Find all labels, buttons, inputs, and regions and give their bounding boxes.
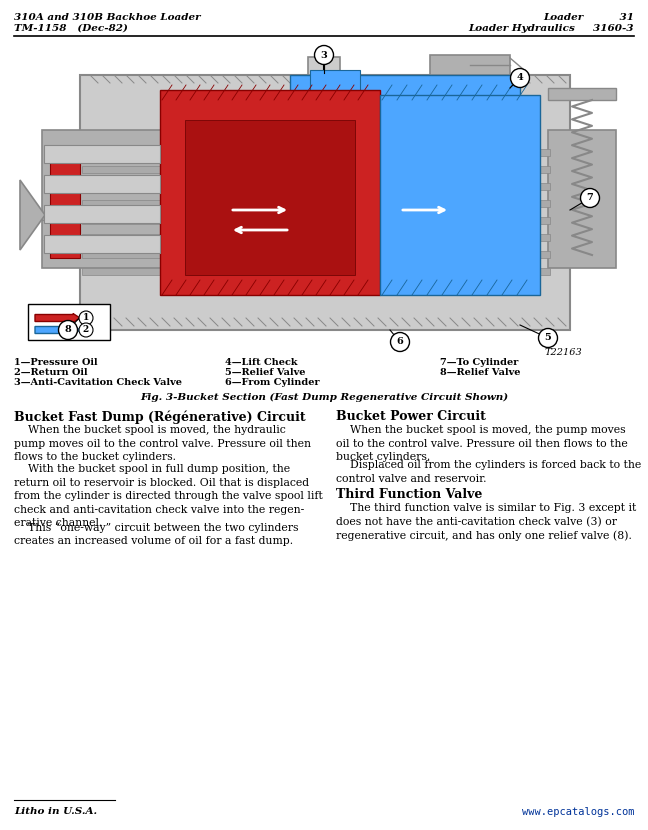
Bar — [44, 145, 160, 163]
Bar — [548, 88, 616, 100]
Text: The third function valve is similar to Fig. 3 except it
does not have the anti-c: The third function valve is similar to F… — [336, 503, 636, 541]
Text: 2: 2 — [83, 325, 89, 334]
Bar — [490, 166, 550, 173]
Text: When the bucket spool is moved, the pump moves
oil to the control valve. Pressur: When the bucket spool is moved, the pump… — [336, 425, 628, 462]
Bar — [50, 148, 80, 258]
Bar — [308, 57, 340, 75]
Text: 4: 4 — [516, 74, 524, 82]
Text: 7: 7 — [586, 193, 594, 203]
Text: 310A and 310B Backhoe Loader: 310A and 310B Backhoe Loader — [14, 13, 201, 22]
Circle shape — [581, 188, 599, 208]
Bar — [82, 234, 162, 241]
Bar — [160, 90, 380, 295]
Bar — [490, 234, 550, 241]
Bar — [490, 217, 550, 224]
Bar — [44, 175, 160, 193]
Text: Bucket Power Circuit: Bucket Power Circuit — [336, 410, 486, 423]
Circle shape — [58, 320, 78, 339]
Text: Loader          31: Loader 31 — [543, 13, 634, 22]
Text: Displaced oil from the cylinders is forced back to the
control valve and reservo: Displaced oil from the cylinders is forc… — [336, 460, 642, 484]
Bar — [82, 166, 162, 173]
FancyArrow shape — [35, 314, 80, 323]
Text: 8—Relief Valve: 8—Relief Valve — [440, 368, 520, 377]
Text: Bucket Fast Dump (Régénerative) Circuit: Bucket Fast Dump (Régénerative) Circuit — [14, 410, 306, 423]
Bar — [28, 304, 110, 340]
Text: 4—Lift Check: 4—Lift Check — [225, 358, 297, 367]
Circle shape — [538, 329, 557, 348]
Text: T22163: T22163 — [545, 348, 583, 357]
Bar — [82, 251, 162, 258]
Text: Fig. 3-Bucket Section (Fast Dump Regenerative Circuit Shown): Fig. 3-Bucket Section (Fast Dump Regener… — [140, 393, 508, 402]
Circle shape — [79, 311, 93, 325]
Text: This “one-way” circuit between the two cylinders
creates an increased volume of : This “one-way” circuit between the two c… — [14, 522, 299, 546]
Polygon shape — [20, 180, 45, 250]
Bar — [430, 55, 510, 75]
Text: 8: 8 — [65, 325, 71, 334]
Text: Third Function Valve: Third Function Valve — [336, 488, 482, 501]
Text: When the bucket spool is moved, the hydraulic
pump moves oil to the control valv: When the bucket spool is moved, the hydr… — [14, 425, 311, 462]
Bar — [310, 70, 360, 95]
Bar — [42, 130, 162, 268]
Text: Litho in U.S.A.: Litho in U.S.A. — [14, 807, 97, 816]
Bar — [490, 183, 550, 190]
Text: 5—Relief Valve: 5—Relief Valve — [225, 368, 305, 377]
Bar — [185, 120, 355, 275]
Text: With the bucket spool in full dump position, the
return oil to reservoir is bloc: With the bucket spool in full dump posit… — [14, 464, 323, 529]
Text: 1—Pressure Oil: 1—Pressure Oil — [14, 358, 98, 367]
Text: TM-1158   (Dec-82): TM-1158 (Dec-82) — [14, 24, 128, 33]
Circle shape — [511, 69, 529, 87]
Text: 2—Return Oil: 2—Return Oil — [14, 368, 87, 377]
Bar — [290, 75, 520, 120]
Bar — [82, 149, 162, 156]
Text: Loader Hydraulics     3160-3: Loader Hydraulics 3160-3 — [469, 24, 634, 33]
Text: 5: 5 — [544, 334, 551, 343]
Text: 1: 1 — [83, 314, 89, 323]
FancyArrow shape — [35, 325, 80, 334]
Bar — [44, 235, 160, 253]
Bar — [44, 205, 160, 223]
Bar — [82, 183, 162, 190]
Text: 6: 6 — [397, 338, 403, 346]
Text: 7—To Cylinder: 7—To Cylinder — [440, 358, 518, 367]
Text: 6—From Cylinder: 6—From Cylinder — [225, 378, 319, 387]
Circle shape — [314, 46, 334, 65]
Text: 3—Anti-Cavitation Check Valve: 3—Anti-Cavitation Check Valve — [14, 378, 182, 387]
Bar — [490, 268, 550, 275]
Bar — [548, 130, 616, 268]
Bar — [82, 217, 162, 224]
Bar — [380, 95, 540, 295]
Text: 3: 3 — [321, 51, 327, 60]
Bar — [82, 200, 162, 207]
Bar — [80, 75, 570, 330]
Text: www.epcatalogs.com: www.epcatalogs.com — [522, 807, 634, 817]
Bar — [490, 149, 550, 156]
Bar — [82, 268, 162, 275]
Bar — [490, 251, 550, 258]
Bar — [490, 200, 550, 207]
Circle shape — [391, 333, 410, 351]
Circle shape — [79, 323, 93, 337]
